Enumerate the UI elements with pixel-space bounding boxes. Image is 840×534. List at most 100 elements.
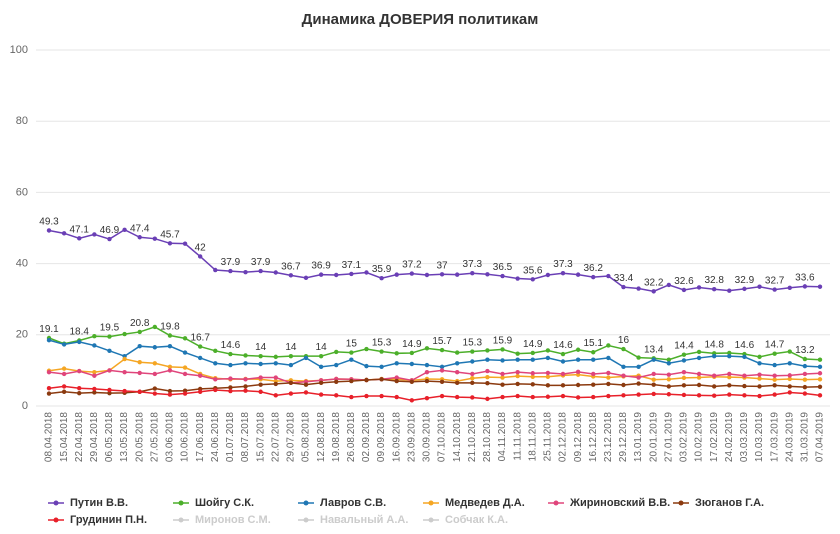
data-label: 36.9 (311, 261, 331, 272)
data-point (303, 382, 309, 387)
y-tick-label: 60 (16, 186, 28, 198)
data-point (424, 369, 430, 375)
data-point (681, 287, 687, 293)
data-point (92, 373, 97, 378)
data-label: 36.7 (281, 261, 301, 272)
data-point (636, 355, 641, 360)
legend-label[interactable]: Навальный А.А. (320, 514, 408, 526)
data-point (243, 384, 248, 389)
data-point (515, 393, 520, 399)
data-point (273, 393, 278, 398)
data-point (500, 382, 505, 387)
data-label: 47.1 (70, 224, 90, 235)
data-point (575, 272, 581, 277)
data-label: 14.6 (553, 340, 573, 351)
x-tick-label: 03.03.2019 (739, 412, 750, 462)
x-tick-label: 16.09.2018 (391, 412, 402, 462)
x-tick-label: 23.12.2018 (603, 412, 614, 462)
data-point (228, 385, 233, 390)
x-tick-label: 10.06.2018 (180, 412, 191, 462)
data-label: 14.9 (402, 339, 422, 350)
data-point (515, 351, 520, 356)
data-point (334, 379, 339, 384)
data-point (318, 353, 324, 359)
legend-label[interactable]: Шойгу С.К. (195, 497, 254, 509)
data-point (772, 383, 777, 388)
data-point (454, 361, 460, 366)
data-point (742, 354, 747, 360)
data-point (258, 361, 263, 367)
series-line (48, 378, 821, 395)
data-point (606, 370, 611, 376)
legend-symbol (53, 517, 59, 523)
data-point (802, 391, 808, 396)
legend-label[interactable]: Медведев Д.А. (445, 497, 525, 509)
data-label: 16.7 (190, 333, 210, 344)
data-point (485, 381, 490, 386)
data-point (107, 334, 112, 339)
data-point (696, 382, 702, 388)
data-label: 13.4 (644, 344, 664, 355)
data-point (666, 392, 672, 397)
legend-label[interactable]: Путин В.В. (70, 497, 128, 509)
data-point (515, 357, 520, 362)
data-point (802, 284, 808, 289)
data-point (696, 285, 702, 290)
data-point (817, 377, 823, 382)
data-point (303, 275, 309, 281)
data-label: 20.8 (130, 318, 150, 329)
data-label: 37 (436, 260, 448, 271)
legend-label[interactable]: Грудинин П.Н. (70, 514, 147, 526)
data-point (530, 371, 535, 376)
data-point (560, 271, 566, 276)
data-label: 15.3 (372, 338, 392, 349)
data-point (334, 393, 339, 398)
data-point (515, 381, 520, 387)
data-point (424, 395, 430, 401)
data-point (696, 375, 702, 380)
data-point (213, 387, 218, 393)
x-tick-label: 12.08.2018 (316, 412, 327, 462)
data-point (545, 348, 551, 353)
legend-label[interactable]: Миронов С.М. (195, 514, 271, 526)
legend-label[interactable]: Зюганов Г.А. (695, 497, 764, 509)
x-tick-label: 04.11.2018 (497, 412, 508, 462)
series-line (48, 369, 821, 384)
data-point (258, 375, 263, 380)
data-point (197, 355, 203, 361)
data-point (711, 373, 717, 378)
legend-label[interactable]: Лавров С.В. (320, 497, 386, 509)
data-point (379, 349, 384, 354)
x-tick-label: 22.04.2018 (74, 412, 85, 462)
data-point (591, 371, 596, 377)
x-tick-label: 17.03.2019 (769, 412, 780, 462)
data-point (349, 394, 354, 400)
data-label: 37.9 (251, 257, 271, 268)
data-point (273, 354, 278, 360)
data-point (727, 350, 732, 356)
y-tick-label: 20 (16, 329, 28, 341)
data-point (621, 364, 626, 370)
x-tick-label: 30.09.2018 (422, 412, 433, 462)
series-line (48, 326, 821, 361)
legend-symbol (553, 500, 559, 506)
data-point (318, 380, 324, 386)
legend-label[interactable]: Собчак К.А. (445, 514, 508, 526)
x-tick-label: 18.11.2018 (527, 412, 538, 462)
x-tick-label: 02.12.2018 (558, 412, 569, 462)
data-point (787, 373, 792, 378)
data-point (817, 364, 823, 370)
x-tick-label: 05.08.2018 (301, 412, 312, 462)
data-point (61, 371, 67, 377)
data-point (530, 277, 535, 282)
data-point (621, 284, 626, 290)
data-point (772, 351, 777, 356)
data-point (137, 360, 142, 365)
data-point (757, 393, 762, 399)
legend-label[interactable]: Жириновский В.В. (569, 497, 670, 509)
data-point (711, 384, 717, 389)
data-point (485, 348, 490, 353)
data-point (591, 357, 596, 362)
data-label: 32.9 (735, 275, 755, 286)
